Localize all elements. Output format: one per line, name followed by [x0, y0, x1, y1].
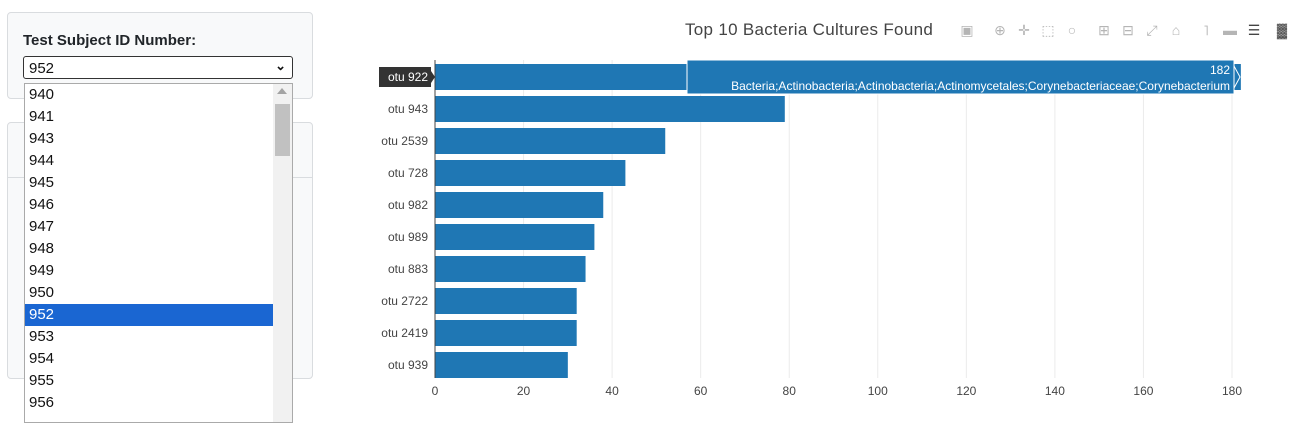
- spike-lines-icon[interactable]: ˥: [1203, 22, 1209, 38]
- bar[interactable]: [435, 224, 595, 250]
- y-tick-label: otu 883: [388, 262, 428, 276]
- dropdown-option[interactable]: 954: [29, 350, 55, 367]
- dropdown-scrollbar[interactable]: [273, 84, 292, 422]
- dropdown-option[interactable]: 944: [29, 152, 55, 169]
- plotly-logo-icon[interactable]: ▓: [1276, 22, 1288, 38]
- hover-tooltip-pointer: [1233, 65, 1241, 89]
- y-tick-label: otu 939: [388, 358, 428, 372]
- x-tick-label: 0: [432, 384, 439, 398]
- y-hover-label-bg: [379, 67, 431, 87]
- bar[interactable]: [435, 256, 586, 282]
- box-select-icon[interactable]: ⬚: [1041, 22, 1055, 38]
- y-tick-label: otu 943: [388, 102, 428, 116]
- subject-select-label: Test Subject ID Number:: [23, 32, 197, 49]
- dropdown-option[interactable]: 940: [29, 86, 55, 103]
- x-tick-label: 40: [605, 384, 619, 398]
- bar[interactable]: [435, 320, 577, 346]
- bar[interactable]: [435, 288, 577, 314]
- y-tick-label: otu 989: [388, 230, 428, 244]
- dropdown-option[interactable]: 946: [29, 196, 55, 213]
- y-tick-label: otu 982: [388, 198, 428, 212]
- y-tick-label: otu 2722: [381, 294, 428, 308]
- subject-id-dropdown-list[interactable]: 956 955 954 953 952 950 949 948 947 946 945 944 943 9…: [24, 83, 293, 423]
- x-tick-label: 100: [868, 384, 888, 398]
- hover-tooltip: [686, 59, 1235, 95]
- x-tick-label: 140: [1045, 384, 1065, 398]
- hover-tooltip-label: Bacteria;Actinobacteria;Actinobacteria;A…: [731, 79, 1230, 93]
- x-tick-label: 20: [517, 384, 531, 398]
- bar[interactable]: [435, 352, 568, 378]
- reset-axes-icon[interactable]: ⌂: [1171, 22, 1181, 38]
- y-tick-label: otu 922: [388, 70, 428, 84]
- hover-tooltip-value: 182: [1210, 63, 1230, 77]
- dropdown-option[interactable]: 956: [29, 394, 55, 411]
- x-tick-label: 60: [694, 384, 708, 398]
- pan-icon[interactable]: ✛: [1018, 22, 1030, 38]
- hover-closest-icon[interactable]: ▬: [1223, 22, 1237, 38]
- camera-icon[interactable]: ▣: [960, 22, 974, 38]
- dropdown-option[interactable]: 947: [29, 218, 55, 235]
- subject-id-selected-value: 952: [29, 60, 55, 77]
- bar[interactable]: [435, 128, 666, 154]
- y-hover-pointer: [431, 71, 435, 83]
- hover-compare-icon[interactable]: ☰: [1247, 22, 1261, 38]
- y-tick-label: otu 2539: [381, 134, 428, 148]
- y-tick-label: otu 2419: [381, 326, 428, 340]
- dropdown-option[interactable]: 952: [25, 304, 273, 326]
- scroll-thumb[interactable]: [275, 104, 290, 156]
- zoom-out-icon[interactable]: ⊟: [1122, 22, 1134, 38]
- dropdown-option[interactable]: 955: [29, 372, 55, 389]
- chart-title: Top 10 Bacteria Cultures Found: [685, 20, 934, 39]
- dropdown-option[interactable]: 941: [29, 108, 55, 125]
- dropdown-option[interactable]: 950: [29, 284, 55, 301]
- dropdown-option[interactable]: 945: [29, 174, 55, 191]
- bar[interactable]: [435, 192, 604, 218]
- bar[interactable]: [435, 160, 626, 186]
- autoscale-icon[interactable]: ⤢: [1146, 22, 1158, 38]
- bar[interactable]: [435, 96, 785, 122]
- y-tick-label: otu 728: [388, 166, 428, 180]
- dropdown-option[interactable]: 948: [29, 240, 55, 257]
- x-tick-label: 80: [783, 384, 797, 398]
- zoom-icon[interactable]: ⊕: [994, 22, 1006, 38]
- x-tick-label: 120: [956, 384, 976, 398]
- dropdown-option[interactable]: 949: [29, 262, 55, 279]
- scroll-up-arrow-icon[interactable]: [277, 88, 287, 94]
- chevron-down-icon: ⌄: [275, 58, 286, 73]
- x-tick-label: 160: [1133, 384, 1153, 398]
- lasso-icon[interactable]: ○: [1067, 22, 1077, 38]
- zoom-in-icon[interactable]: ⊞: [1098, 22, 1110, 38]
- subject-id-select[interactable]: 952 ⌄: [23, 56, 293, 79]
- x-tick-label: 180: [1222, 384, 1242, 398]
- dropdown-option[interactable]: 953: [29, 328, 55, 345]
- dropdown-option[interactable]: 943: [29, 130, 55, 147]
